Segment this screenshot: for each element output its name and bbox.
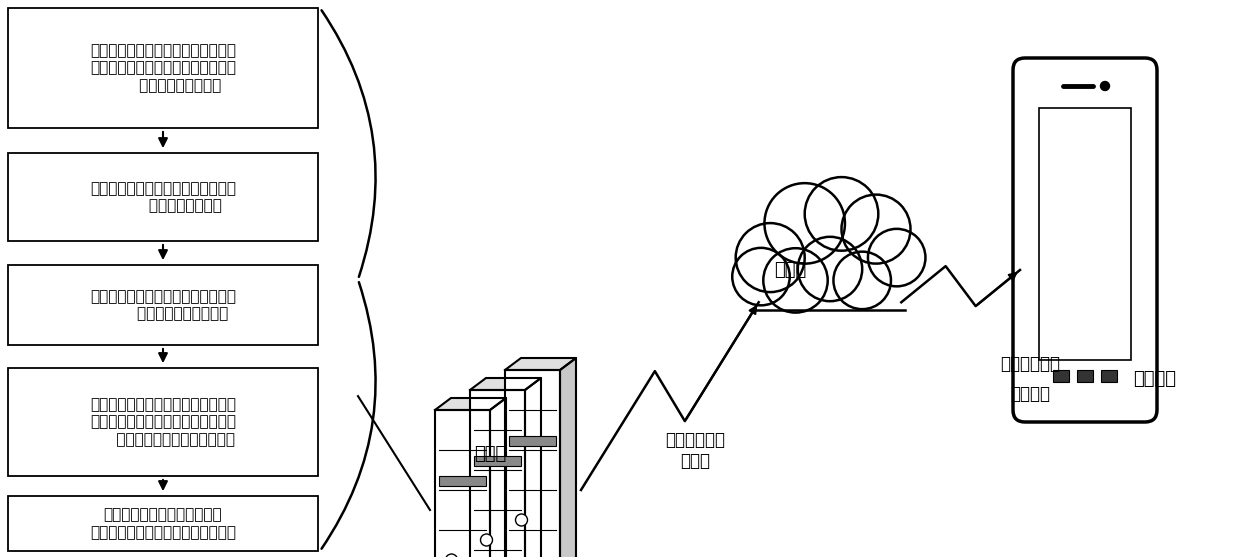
- Bar: [7, 265, 317, 345]
- Text: 互联网: 互联网: [774, 261, 806, 279]
- Circle shape: [516, 514, 527, 526]
- Bar: [508, 436, 556, 446]
- Text: 脸视频流: 脸视频流: [1011, 385, 1050, 403]
- Circle shape: [733, 248, 790, 305]
- Bar: [7, 8, 317, 128]
- Circle shape: [868, 229, 925, 286]
- Bar: [7, 368, 317, 476]
- Text: 基于所述第二位置，将所述图像区域
        分为至少两个检测区域: 基于所述第二位置，将所述图像区域 分为至少两个检测区域: [91, 289, 236, 321]
- Text: 采集终端: 采集终端: [1133, 370, 1177, 388]
- Bar: [474, 456, 521, 466]
- Circle shape: [764, 248, 828, 312]
- Circle shape: [797, 237, 862, 301]
- Text: 结合每一个所述检测区域的至少部分
像素值，确定每一个所述检测区域是
     否均满足所述预设无遮挡条件: 结合每一个所述检测区域的至少部分 像素值，确定每一个所述检测区域是 否均满足所述…: [91, 397, 236, 447]
- Polygon shape: [560, 358, 577, 557]
- Polygon shape: [505, 370, 560, 557]
- Bar: [755, 257, 905, 310]
- Text: 基于目标图像中各像素的像素值，确
定目标图像中第一特征的第一位置和
       第二特征的第二位置: 基于目标图像中各像素的像素值，确 定目标图像中第一特征的第一位置和 第二特征的第…: [91, 43, 236, 93]
- Text: 调整提示或更
换提示: 调整提示或更 换提示: [665, 431, 725, 470]
- FancyBboxPatch shape: [1013, 58, 1157, 422]
- Bar: [439, 476, 486, 486]
- Circle shape: [1101, 81, 1110, 90]
- Polygon shape: [435, 410, 490, 557]
- Polygon shape: [505, 358, 577, 370]
- Text: 当不满足所述预设无遮挡条件
时，确定对应的检测区域内存在遮挡: 当不满足所述预设无遮挡条件 时，确定对应的检测区域内存在遮挡: [91, 507, 236, 540]
- Circle shape: [445, 554, 458, 557]
- Bar: [7, 496, 317, 551]
- Circle shape: [833, 252, 892, 309]
- Bar: [1039, 108, 1131, 360]
- Bar: [1078, 370, 1092, 382]
- Circle shape: [764, 183, 844, 263]
- Bar: [1101, 370, 1117, 382]
- Polygon shape: [435, 398, 506, 410]
- Polygon shape: [525, 378, 541, 557]
- Circle shape: [842, 194, 910, 263]
- Polygon shape: [470, 390, 525, 557]
- Text: 基于所述第一位置，确定所述目标对
         象所在的图像区域: 基于所述第一位置，确定所述目标对 象所在的图像区域: [91, 181, 236, 213]
- Circle shape: [735, 223, 805, 292]
- Bar: [7, 153, 317, 241]
- Circle shape: [481, 534, 492, 546]
- Bar: [1053, 370, 1069, 382]
- Text: 服务器: 服务器: [474, 445, 506, 463]
- Polygon shape: [470, 378, 541, 390]
- Polygon shape: [490, 398, 506, 557]
- Text: 人脸照片或人: 人脸照片或人: [999, 355, 1060, 373]
- Circle shape: [805, 177, 878, 251]
